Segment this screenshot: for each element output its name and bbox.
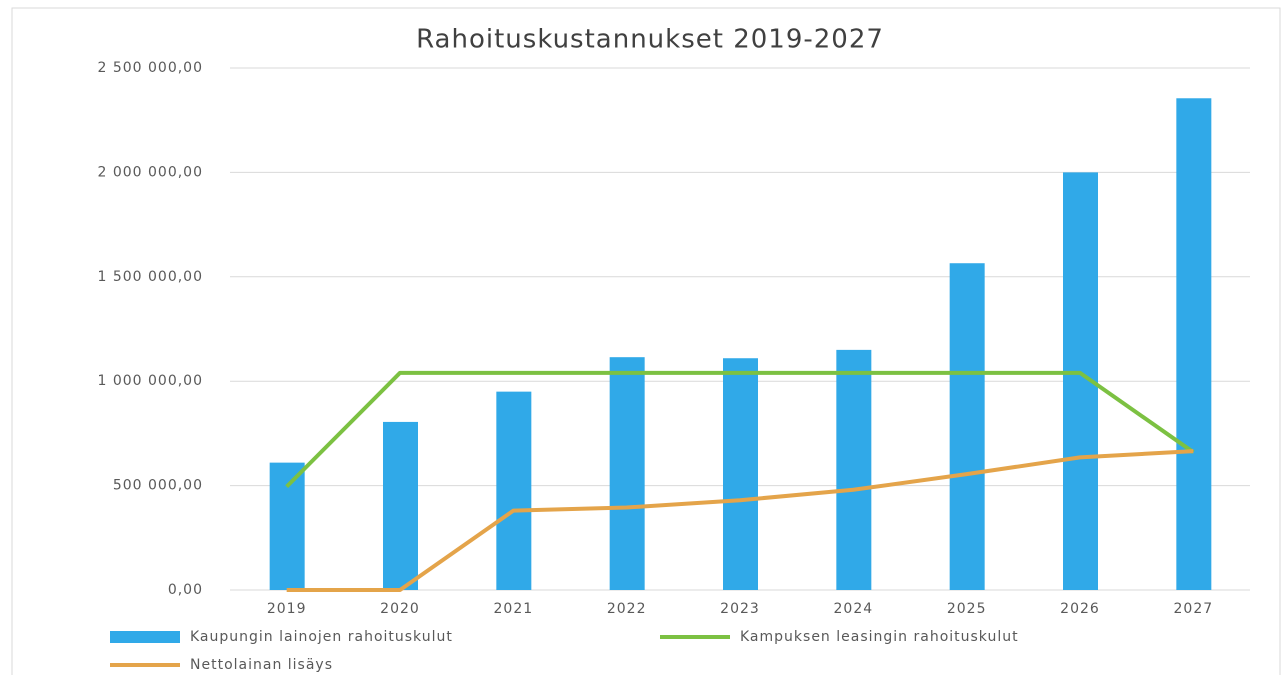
bar: [836, 349, 872, 590]
bar: [1176, 98, 1212, 590]
chart-frame: [11, 7, 1281, 675]
x-tick-label: 2022: [607, 601, 647, 617]
legend-label: Kaupungin lainojen rahoituskulut: [190, 629, 453, 645]
y-tick-label: 1 000 000,00: [97, 373, 203, 389]
y-tick-label: 2 000 000,00: [97, 164, 203, 180]
bar: [723, 358, 758, 590]
y-tick-label: 1 500 000,00: [97, 269, 203, 285]
x-tick-label: 2025: [947, 601, 987, 617]
bar: [949, 263, 985, 590]
bar: [609, 357, 645, 590]
x-tick-label: 2026: [1060, 601, 1100, 617]
line-series: [286, 449, 1194, 592]
x-tick-label: 2020: [380, 601, 420, 617]
line-series: [285, 370, 1195, 489]
y-tick-label: 500 000,00: [113, 478, 203, 494]
y-tick-label: 2 500 000,00: [97, 60, 203, 76]
legend-label: Nettolainan lisäys: [190, 657, 333, 673]
x-tick-label: 2024: [834, 601, 874, 617]
legend-label: Kampuksen leasingin rahoituskulut: [740, 629, 1019, 645]
x-tick-label: 2019: [267, 601, 307, 617]
x-tick-label: 2023: [720, 601, 760, 617]
chart-title: Rahoituskustannukset 2019-2027: [416, 25, 884, 55]
legend-swatch: [110, 631, 180, 643]
bar: [496, 391, 532, 590]
y-tick-label: 0,00: [168, 582, 203, 598]
x-tick-label: 2021: [494, 601, 534, 617]
bar: [383, 421, 418, 590]
bar: [269, 462, 305, 590]
x-tick-label: 2027: [1174, 601, 1214, 617]
